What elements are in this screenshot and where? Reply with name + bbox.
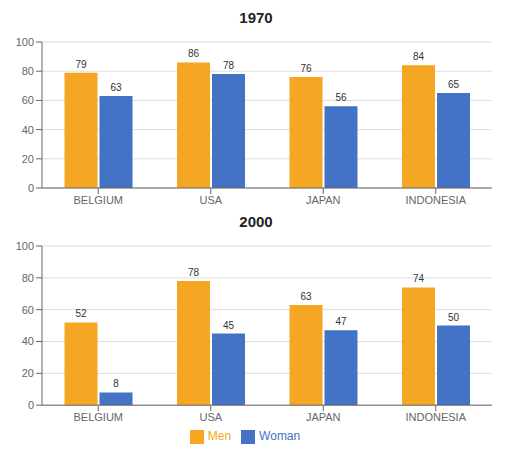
svg-text:100: 100: [16, 240, 34, 252]
svg-text:80: 80: [22, 65, 34, 77]
svg-text:78: 78: [188, 267, 200, 278]
svg-text:79: 79: [75, 59, 87, 70]
svg-text:52: 52: [75, 308, 87, 319]
svg-text:80: 80: [22, 272, 34, 284]
svg-text:60: 60: [22, 94, 34, 106]
svg-text:86: 86: [188, 48, 200, 59]
svg-text:INDONESIA: INDONESIA: [405, 411, 466, 423]
svg-text:60: 60: [22, 304, 34, 316]
svg-text:100: 100: [16, 36, 34, 48]
svg-text:USA: USA: [199, 411, 222, 423]
html-text:1970: 1970: [239, 9, 273, 26]
svg-text:84: 84: [413, 51, 425, 62]
svg-text:USA: USA: [199, 194, 222, 206]
svg-text:63: 63: [300, 291, 312, 302]
html-text:Men: Men: [207, 429, 232, 444]
svg-text:BELGIUM: BELGIUM: [73, 194, 123, 206]
svg-text:0: 0: [28, 399, 34, 411]
svg-text:JAPAN: JAPAN: [306, 411, 341, 423]
svg-text:74: 74: [413, 273, 425, 284]
html-text:Woman: Woman: [259, 429, 301, 444]
svg-text:40: 40: [22, 335, 34, 347]
svg-text:50: 50: [448, 312, 460, 323]
svg-text:INDONESIA: INDONESIA: [405, 194, 466, 206]
svg-text:65: 65: [448, 79, 460, 90]
svg-text:47: 47: [335, 316, 347, 327]
svg-text:8: 8: [113, 378, 119, 389]
svg-text:BELGIUM: BELGIUM: [73, 411, 123, 423]
svg-text:45: 45: [223, 320, 235, 331]
svg-text:20: 20: [22, 367, 34, 379]
svg-text:0: 0: [28, 182, 34, 194]
svg-text:40: 40: [22, 124, 34, 136]
svg-text:JAPAN: JAPAN: [306, 194, 341, 206]
svg-text:63: 63: [110, 82, 122, 93]
svg-text:78: 78: [223, 60, 235, 71]
svg-text:76: 76: [300, 63, 312, 74]
html-text:2000: 2000: [239, 213, 273, 230]
svg-text:56: 56: [335, 92, 347, 103]
svg-text:20: 20: [22, 153, 34, 165]
